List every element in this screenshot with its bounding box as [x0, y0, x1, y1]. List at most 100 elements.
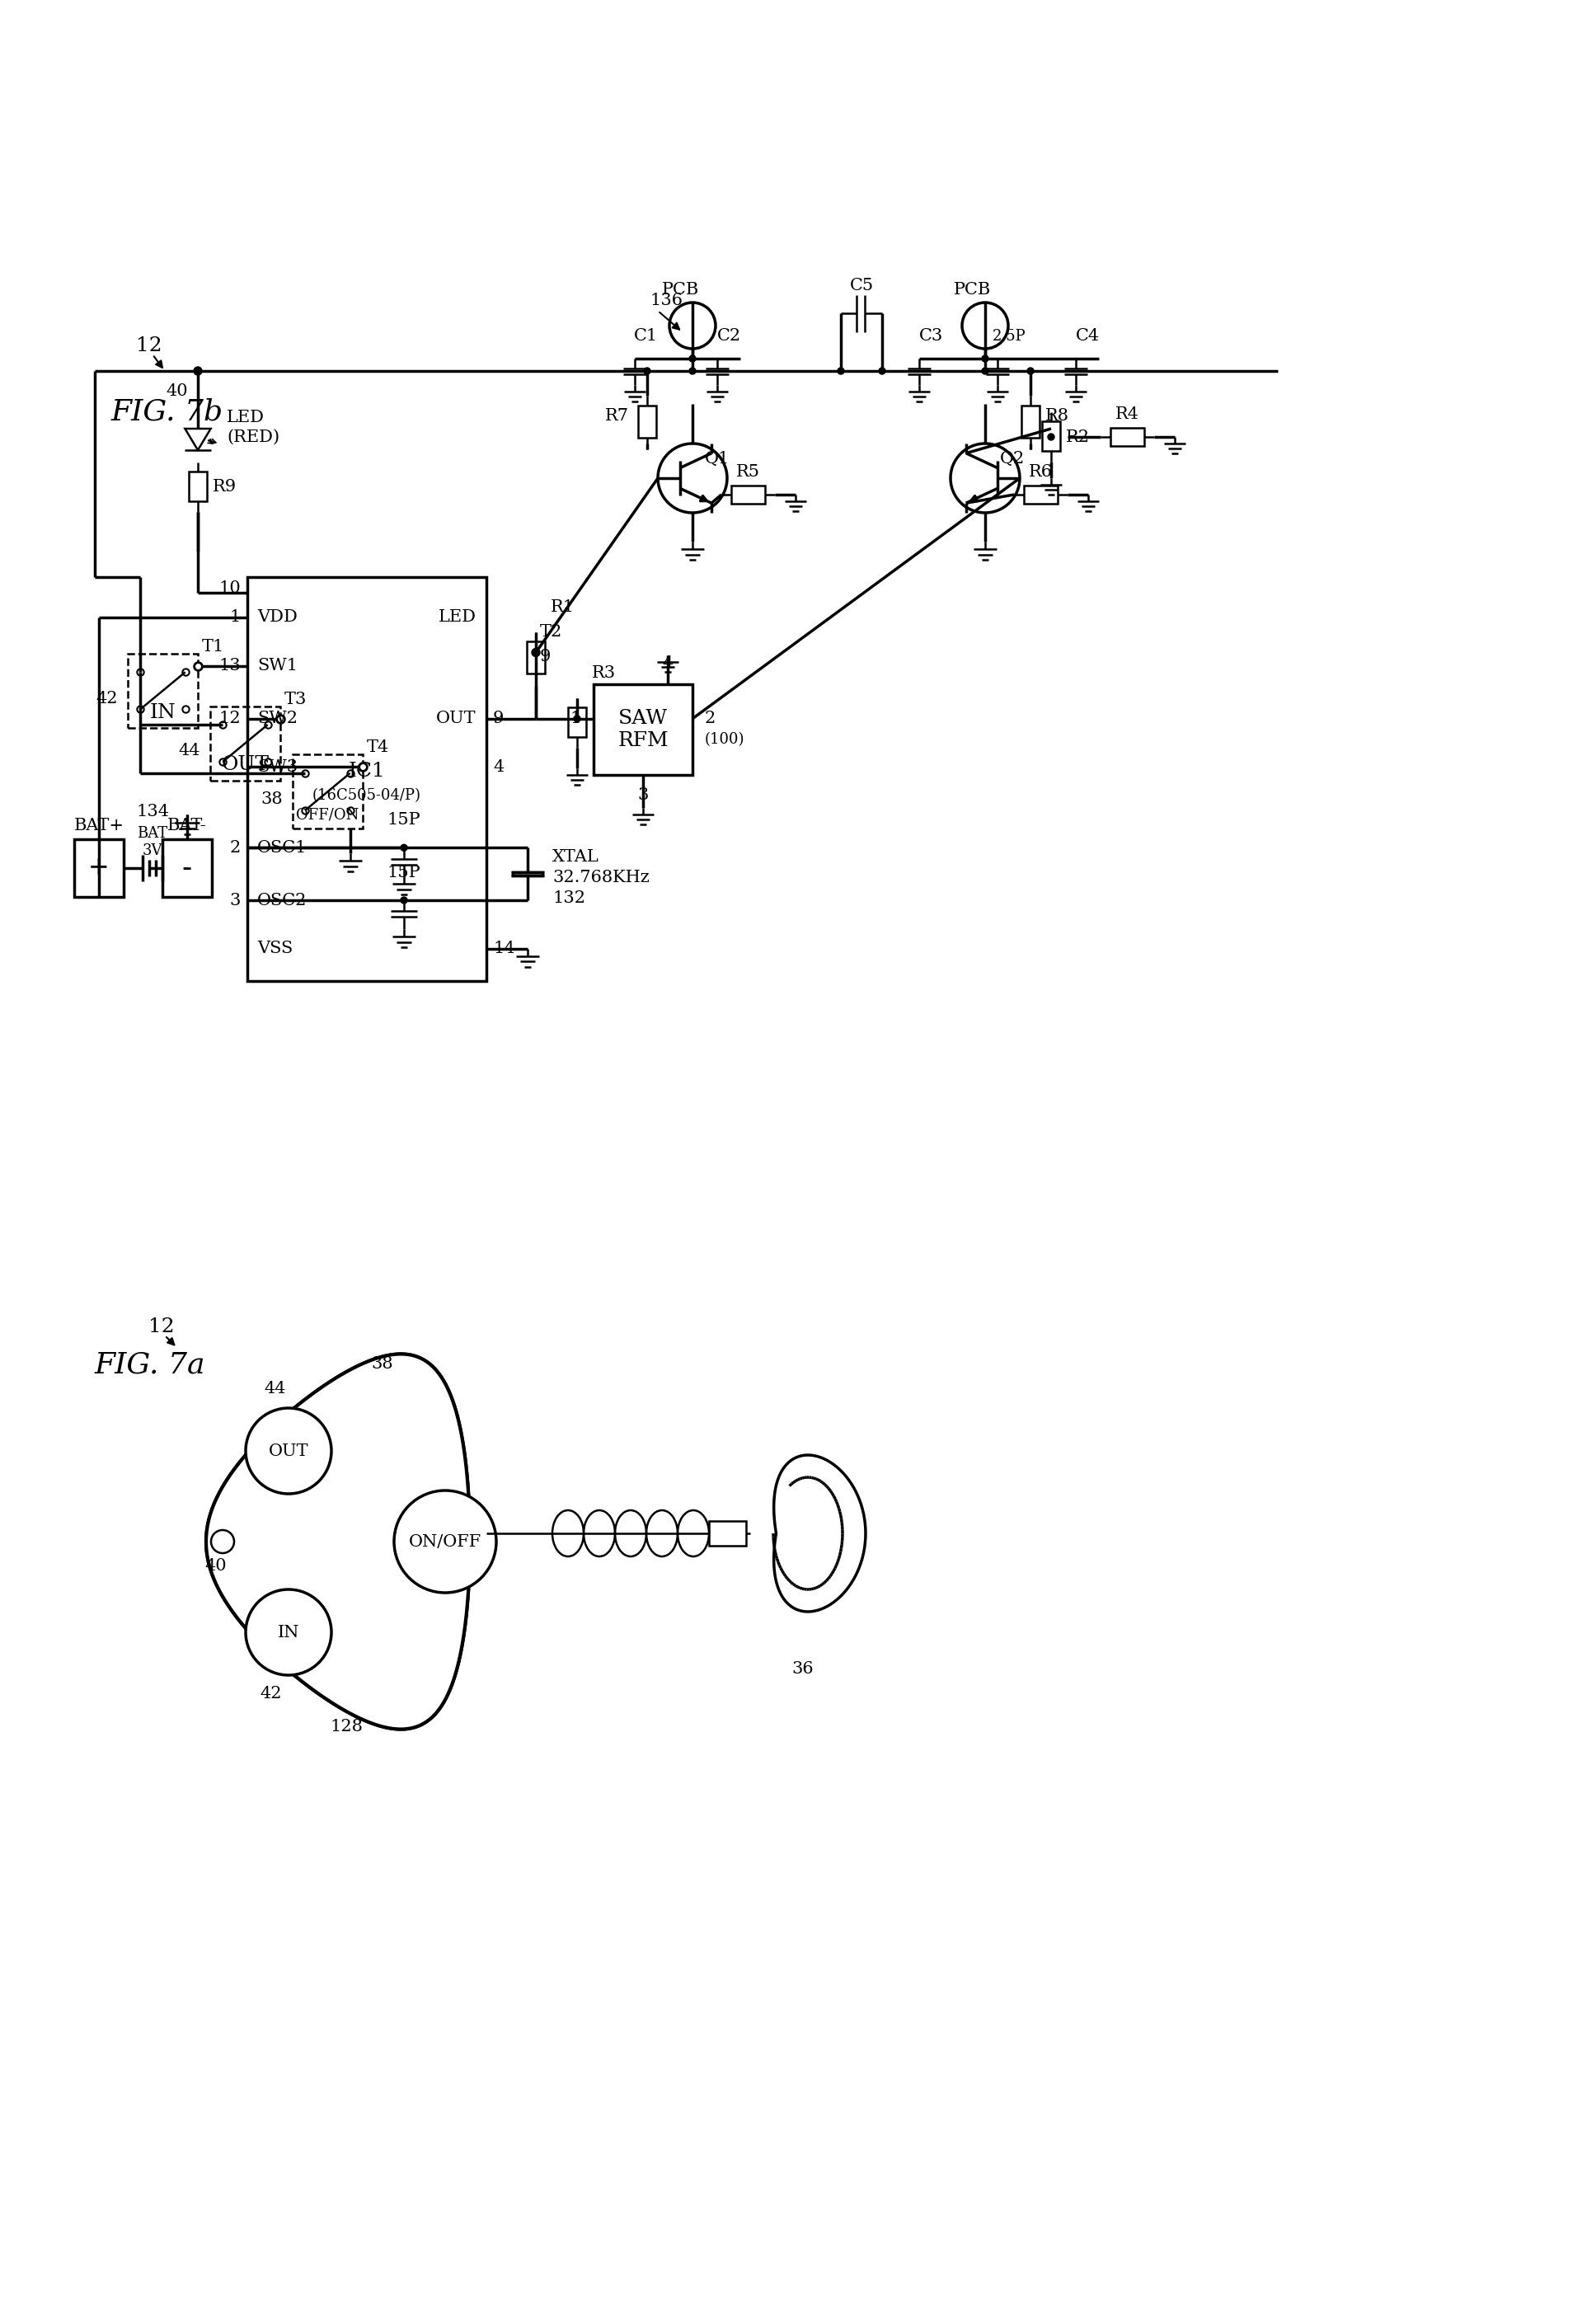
- Text: R8: R8: [1045, 408, 1069, 424]
- Text: C5: C5: [849, 278, 873, 295]
- Text: R6: R6: [1028, 464, 1052, 480]
- Text: BAT+: BAT+: [73, 819, 124, 835]
- Circle shape: [531, 649, 539, 656]
- Text: 38: 38: [260, 791, 282, 807]
- Text: 44: 44: [263, 1380, 286, 1396]
- Bar: [247, 577, 487, 981]
- Text: 15P: 15P: [388, 812, 421, 828]
- Circle shape: [401, 844, 407, 851]
- Text: BAT-: BAT-: [168, 819, 207, 835]
- Text: R4: R4: [1116, 406, 1140, 422]
- Bar: [73, 839, 123, 897]
- Text: 12: 12: [219, 710, 241, 726]
- Text: -: -: [182, 853, 192, 881]
- Bar: [512, 872, 543, 877]
- Text: BAT
3V: BAT 3V: [137, 826, 168, 858]
- Text: T1: T1: [203, 638, 225, 654]
- Text: 1: 1: [230, 610, 241, 626]
- Text: R2: R2: [1066, 429, 1090, 445]
- Text: 14: 14: [493, 942, 516, 955]
- Text: OSC2: OSC2: [257, 893, 306, 909]
- Text: XTAL: XTAL: [552, 849, 598, 865]
- Text: 38: 38: [370, 1357, 393, 1373]
- Text: 9: 9: [493, 710, 504, 726]
- Text: 40: 40: [166, 383, 188, 399]
- Text: FIG. 7b: FIG. 7b: [112, 399, 223, 427]
- Bar: [568, 707, 586, 737]
- Text: C1: C1: [634, 327, 659, 343]
- Text: SAW: SAW: [618, 710, 667, 728]
- Text: 132: 132: [552, 890, 586, 907]
- Text: OSC1: OSC1: [257, 839, 306, 856]
- Text: OUT: OUT: [222, 756, 270, 775]
- Text: (16C505-04/P): (16C505-04/P): [313, 788, 421, 802]
- Circle shape: [982, 355, 988, 362]
- Text: 32.768KHz: 32.768KHz: [552, 870, 650, 886]
- Text: T4: T4: [367, 740, 389, 756]
- Text: SW2: SW2: [257, 710, 297, 726]
- Circle shape: [689, 355, 696, 362]
- Text: 1: 1: [570, 712, 581, 726]
- Text: R3: R3: [592, 666, 616, 682]
- Text: Q1: Q1: [705, 450, 729, 466]
- Bar: [638, 406, 656, 438]
- Bar: [527, 642, 544, 675]
- Text: 12: 12: [136, 336, 163, 355]
- Circle shape: [838, 369, 844, 373]
- Text: FIG. 7a: FIG. 7a: [94, 1350, 206, 1377]
- Text: 4: 4: [493, 758, 504, 775]
- Circle shape: [193, 366, 203, 376]
- Text: PCB: PCB: [661, 283, 699, 297]
- Bar: [163, 839, 212, 897]
- Text: T2: T2: [539, 624, 562, 640]
- Text: T3: T3: [284, 691, 306, 707]
- Text: R9: R9: [212, 480, 236, 494]
- Text: OUT: OUT: [436, 710, 477, 726]
- Text: +: +: [88, 856, 110, 881]
- Bar: [594, 684, 693, 775]
- Text: OFF/ON: OFF/ON: [297, 807, 359, 823]
- Text: 42: 42: [96, 691, 118, 707]
- Text: 10: 10: [219, 580, 241, 596]
- Text: 15P: 15P: [388, 865, 421, 881]
- Text: 3: 3: [637, 786, 648, 802]
- Text: VSS: VSS: [257, 942, 292, 955]
- Text: 128: 128: [330, 1718, 362, 1735]
- Text: 2: 2: [230, 839, 241, 856]
- Text: C3: C3: [919, 327, 943, 343]
- Text: SW1: SW1: [257, 659, 298, 675]
- Text: 36: 36: [792, 1660, 814, 1677]
- Bar: [211, 705, 281, 779]
- Text: LED: LED: [227, 410, 265, 427]
- Circle shape: [394, 1491, 496, 1593]
- Text: ON/OFF: ON/OFF: [409, 1533, 482, 1549]
- Text: R7: R7: [605, 408, 629, 424]
- Text: 13: 13: [219, 659, 241, 675]
- Text: 2.5P: 2.5P: [993, 329, 1026, 343]
- Text: IC1: IC1: [348, 761, 385, 782]
- Text: 44: 44: [179, 742, 201, 758]
- Text: R5: R5: [736, 464, 760, 480]
- Text: OUT: OUT: [268, 1442, 308, 1459]
- Text: VDD: VDD: [257, 610, 297, 626]
- Text: 9: 9: [539, 649, 551, 663]
- Text: 40: 40: [204, 1558, 227, 1575]
- Bar: [1023, 485, 1058, 503]
- Text: 134: 134: [136, 805, 169, 819]
- Text: R1: R1: [551, 598, 575, 615]
- Circle shape: [1049, 434, 1055, 441]
- Text: (RED): (RED): [227, 429, 279, 445]
- Circle shape: [401, 897, 407, 904]
- Bar: [1021, 406, 1039, 438]
- Circle shape: [1028, 369, 1034, 373]
- Text: 42: 42: [260, 1686, 281, 1702]
- Bar: [1111, 429, 1144, 445]
- Circle shape: [246, 1408, 332, 1493]
- Text: RFM: RFM: [618, 730, 669, 749]
- Bar: [292, 754, 362, 828]
- Bar: [1042, 422, 1060, 450]
- Text: (100): (100): [705, 733, 745, 747]
- Circle shape: [246, 1589, 332, 1674]
- Text: 3: 3: [230, 893, 241, 909]
- Circle shape: [643, 369, 651, 373]
